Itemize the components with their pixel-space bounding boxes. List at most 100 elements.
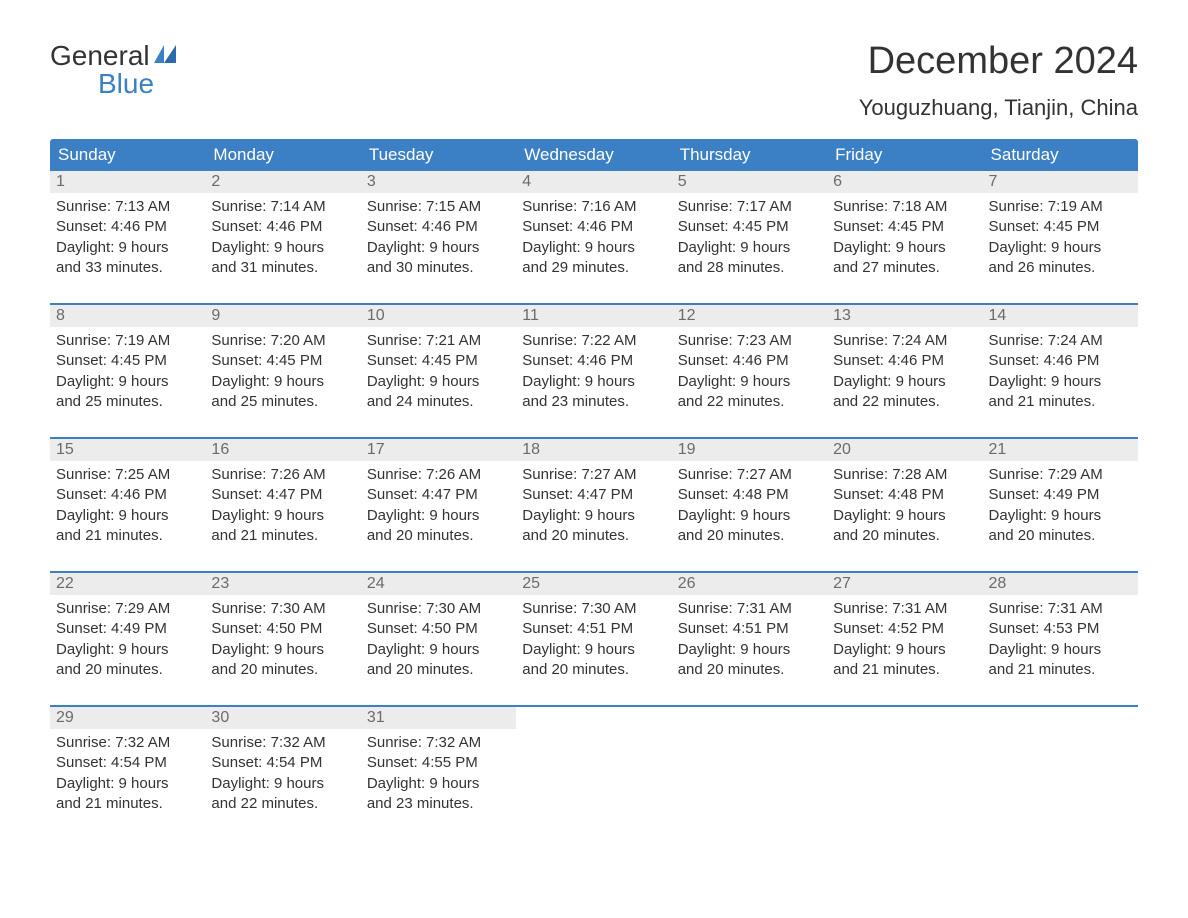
sunrise-text: Sunrise: 7:26 AM [367,465,510,485]
sunrise-text: Sunrise: 7:14 AM [211,197,354,217]
sunset-text: Sunset: 4:45 PM [678,217,821,237]
day-number: 23 [205,573,360,595]
day-body: Sunrise: 7:26 AMSunset: 4:47 PMDaylight:… [205,461,360,554]
days-of-week-header: Sunday Monday Tuesday Wednesday Thursday… [50,139,1138,171]
sunrise-text: Sunrise: 7:32 AM [56,733,199,753]
title-block: December 2024 Youguzhuang, Tianjin, Chin… [859,40,1138,121]
day-cell: 9Sunrise: 7:20 AMSunset: 4:45 PMDaylight… [205,305,360,425]
daylight-text-line1: Daylight: 9 hours [989,238,1132,258]
daylight-text-line2: and 20 minutes. [522,526,665,546]
daylight-text-line2: and 21 minutes. [989,660,1132,680]
header: General Blue December 2024 Youguzhuang, … [50,40,1138,121]
sunset-text: Sunset: 4:47 PM [211,485,354,505]
daylight-text-line1: Daylight: 9 hours [56,238,199,258]
sunrise-text: Sunrise: 7:27 AM [678,465,821,485]
day-body: Sunrise: 7:29 AMSunset: 4:49 PMDaylight:… [983,461,1138,554]
day-number: 16 [205,439,360,461]
sunrise-text: Sunrise: 7:29 AM [56,599,199,619]
day-body: Sunrise: 7:27 AMSunset: 4:48 PMDaylight:… [672,461,827,554]
day-number: 22 [50,573,205,595]
day-number: 8 [50,305,205,327]
day-cell: 26Sunrise: 7:31 AMSunset: 4:51 PMDayligh… [672,573,827,693]
sunrise-text: Sunrise: 7:31 AM [833,599,976,619]
day-number: 15 [50,439,205,461]
day-cell: 2Sunrise: 7:14 AMSunset: 4:46 PMDaylight… [205,171,360,291]
sunset-text: Sunset: 4:54 PM [211,753,354,773]
day-number: 17 [361,439,516,461]
day-number: 3 [361,171,516,193]
day-body: Sunrise: 7:16 AMSunset: 4:46 PMDaylight:… [516,193,671,286]
day-cell: 4Sunrise: 7:16 AMSunset: 4:46 PMDaylight… [516,171,671,291]
day-number: 30 [205,707,360,729]
calendar-week: 22Sunrise: 7:29 AMSunset: 4:49 PMDayligh… [50,571,1138,693]
sunrise-text: Sunrise: 7:30 AM [367,599,510,619]
day-cell: 28Sunrise: 7:31 AMSunset: 4:53 PMDayligh… [983,573,1138,693]
daylight-text-line1: Daylight: 9 hours [211,372,354,392]
logo-blue-text: Blue [98,68,182,100]
day-number: 21 [983,439,1138,461]
location-subtitle: Youguzhuang, Tianjin, China [859,95,1138,121]
daylight-text-line2: and 20 minutes. [678,660,821,680]
daylight-text-line1: Daylight: 9 hours [833,640,976,660]
sunset-text: Sunset: 4:53 PM [989,619,1132,639]
calendar-week: 1Sunrise: 7:13 AMSunset: 4:46 PMDaylight… [50,171,1138,291]
day-cell: 27Sunrise: 7:31 AMSunset: 4:52 PMDayligh… [827,573,982,693]
day-cell: 25Sunrise: 7:30 AMSunset: 4:51 PMDayligh… [516,573,671,693]
daylight-text-line1: Daylight: 9 hours [367,238,510,258]
day-cell: 21Sunrise: 7:29 AMSunset: 4:49 PMDayligh… [983,439,1138,559]
day-number: 9 [205,305,360,327]
sunrise-text: Sunrise: 7:32 AM [211,733,354,753]
sunrise-text: Sunrise: 7:31 AM [989,599,1132,619]
sunrise-text: Sunrise: 7:16 AM [522,197,665,217]
day-body: Sunrise: 7:17 AMSunset: 4:45 PMDaylight:… [672,193,827,286]
sunrise-text: Sunrise: 7:13 AM [56,197,199,217]
day-cell: 24Sunrise: 7:30 AMSunset: 4:50 PMDayligh… [361,573,516,693]
day-cell: 23Sunrise: 7:30 AMSunset: 4:50 PMDayligh… [205,573,360,693]
daylight-text-line1: Daylight: 9 hours [678,238,821,258]
day-cell: 30Sunrise: 7:32 AMSunset: 4:54 PMDayligh… [205,707,360,827]
day-number: 24 [361,573,516,595]
logo: General Blue [50,40,182,100]
daylight-text-line1: Daylight: 9 hours [522,238,665,258]
sunset-text: Sunset: 4:46 PM [211,217,354,237]
day-cell: 14Sunrise: 7:24 AMSunset: 4:46 PMDayligh… [983,305,1138,425]
day-body: Sunrise: 7:24 AMSunset: 4:46 PMDaylight:… [983,327,1138,420]
sunset-text: Sunset: 4:46 PM [367,217,510,237]
sunset-text: Sunset: 4:46 PM [833,351,976,371]
sunrise-text: Sunrise: 7:19 AM [56,331,199,351]
day-cell: 11Sunrise: 7:22 AMSunset: 4:46 PMDayligh… [516,305,671,425]
day-body: Sunrise: 7:18 AMSunset: 4:45 PMDaylight:… [827,193,982,286]
empty-day-cell [672,707,827,827]
day-cell: 16Sunrise: 7:26 AMSunset: 4:47 PMDayligh… [205,439,360,559]
daylight-text-line2: and 21 minutes. [989,392,1132,412]
daylight-text-line1: Daylight: 9 hours [56,640,199,660]
sunset-text: Sunset: 4:50 PM [211,619,354,639]
day-cell: 7Sunrise: 7:19 AMSunset: 4:45 PMDaylight… [983,171,1138,291]
daylight-text-line2: and 23 minutes. [522,392,665,412]
daylight-text-line2: and 22 minutes. [833,392,976,412]
day-number: 1 [50,171,205,193]
daylight-text-line1: Daylight: 9 hours [522,506,665,526]
daylight-text-line1: Daylight: 9 hours [211,640,354,660]
calendar-week: 29Sunrise: 7:32 AMSunset: 4:54 PMDayligh… [50,705,1138,827]
day-number: 12 [672,305,827,327]
sunset-text: Sunset: 4:48 PM [678,485,821,505]
sunrise-text: Sunrise: 7:32 AM [367,733,510,753]
daylight-text-line1: Daylight: 9 hours [678,506,821,526]
daylight-text-line1: Daylight: 9 hours [211,506,354,526]
day-number: 31 [361,707,516,729]
day-body: Sunrise: 7:13 AMSunset: 4:46 PMDaylight:… [50,193,205,286]
day-body: Sunrise: 7:30 AMSunset: 4:50 PMDaylight:… [361,595,516,688]
day-body: Sunrise: 7:19 AMSunset: 4:45 PMDaylight:… [50,327,205,420]
daylight-text-line2: and 24 minutes. [367,392,510,412]
daylight-text-line2: and 20 minutes. [367,660,510,680]
day-number: 11 [516,305,671,327]
daylight-text-line2: and 33 minutes. [56,258,199,278]
day-cell: 15Sunrise: 7:25 AMSunset: 4:46 PMDayligh… [50,439,205,559]
sunset-text: Sunset: 4:48 PM [833,485,976,505]
daylight-text-line1: Daylight: 9 hours [989,640,1132,660]
daylight-text-line2: and 27 minutes. [833,258,976,278]
day-number: 14 [983,305,1138,327]
daylight-text-line1: Daylight: 9 hours [367,774,510,794]
sunrise-text: Sunrise: 7:30 AM [522,599,665,619]
